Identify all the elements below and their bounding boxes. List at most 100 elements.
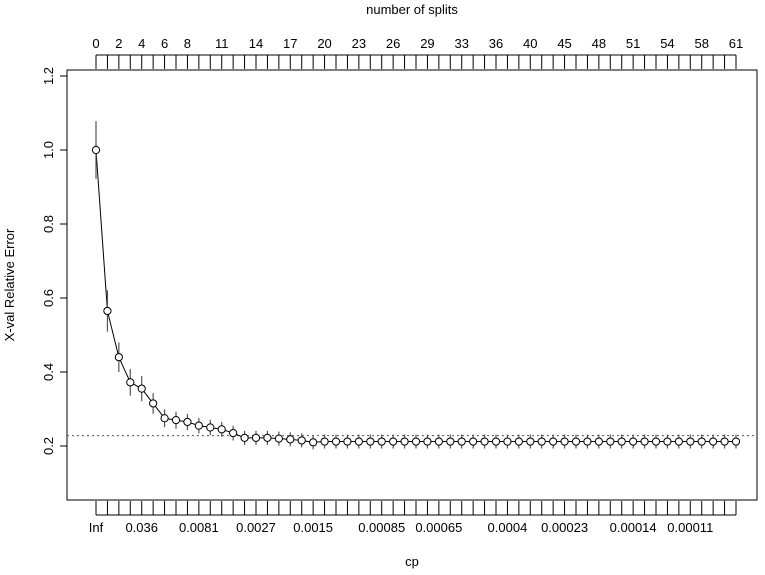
top-tick-label: 36 xyxy=(489,36,503,51)
series-layer xyxy=(91,121,741,450)
data-point xyxy=(594,437,603,446)
data-point xyxy=(320,437,329,446)
top-tick-label: 23 xyxy=(352,36,366,51)
x-axis-label: cp xyxy=(405,554,419,569)
data-point xyxy=(114,353,123,362)
data-point xyxy=(251,433,261,442)
data-point xyxy=(171,416,181,425)
data-point xyxy=(103,306,112,316)
top-tick-label: 45 xyxy=(557,36,571,51)
data-point xyxy=(571,437,581,446)
top-tick-label: 61 xyxy=(729,36,743,51)
data-point xyxy=(423,437,432,446)
data-point xyxy=(377,437,386,446)
top-tick-label: 17 xyxy=(283,36,297,51)
data-point xyxy=(217,425,226,434)
data-point xyxy=(194,421,203,430)
bottom-tick-label: 0.0015 xyxy=(293,520,333,535)
data-point xyxy=(537,437,546,446)
data-point xyxy=(583,437,592,446)
y-axis-label: X-val Relative Error xyxy=(2,228,17,341)
top-tick-label: 40 xyxy=(523,36,537,51)
top-tick-label: 48 xyxy=(592,36,606,51)
data-point xyxy=(206,423,215,432)
data-point xyxy=(491,437,501,446)
data-point xyxy=(309,438,318,447)
top-tick-label: 4 xyxy=(138,36,145,51)
data-point xyxy=(549,437,558,446)
y-tick-label: 0.6 xyxy=(41,289,56,307)
top-tick-label: 51 xyxy=(626,36,640,51)
bottom-tick-label: 0.00023 xyxy=(541,520,588,535)
data-point xyxy=(606,437,615,446)
data-point xyxy=(457,437,466,446)
data-point xyxy=(331,437,341,446)
data-point xyxy=(366,437,375,446)
top-tick-label: 29 xyxy=(420,36,434,51)
y-tick-label: 0.8 xyxy=(41,215,56,233)
data-point xyxy=(720,437,729,446)
data-point xyxy=(183,417,192,427)
data-point xyxy=(469,437,478,446)
y-tick-label: 0.4 xyxy=(41,363,56,381)
data-point xyxy=(514,437,523,446)
top-axis-label: number of splits xyxy=(366,2,458,17)
bottom-tick-label: 0.00014 xyxy=(610,520,657,535)
data-point xyxy=(709,437,718,446)
data-point xyxy=(389,437,398,446)
data-point xyxy=(263,433,272,442)
data-point xyxy=(354,437,363,446)
top-tick-label: 20 xyxy=(317,36,331,51)
data-point xyxy=(697,437,706,446)
data-point xyxy=(286,435,295,444)
data-point xyxy=(503,437,512,446)
bottom-tick-label: 0.00085 xyxy=(358,520,405,535)
bottom-tick-label: 0.0081 xyxy=(179,520,219,535)
top-tick-label: 58 xyxy=(694,36,708,51)
data-point xyxy=(160,414,169,423)
bottom-tick-label: 0.036 xyxy=(125,520,158,535)
data-point xyxy=(91,145,101,155)
top-tick-label: 2 xyxy=(115,36,122,51)
data-point xyxy=(229,428,238,438)
series-line xyxy=(95,149,736,443)
data-point xyxy=(400,437,409,446)
top-tick-label: 14 xyxy=(249,36,263,51)
data-point xyxy=(674,437,683,446)
y-tick-label: 0.2 xyxy=(41,437,56,455)
data-point xyxy=(434,437,443,446)
data-point xyxy=(640,437,649,446)
data-point xyxy=(663,437,672,446)
y-tick-label: 1.0 xyxy=(41,141,56,159)
data-point xyxy=(137,384,146,393)
top-tick-label: 33 xyxy=(454,36,468,51)
bottom-tick-label: 0.0027 xyxy=(236,520,276,535)
top-tick-label: 11 xyxy=(215,36,229,51)
data-point xyxy=(446,437,455,446)
top-tick-label: 26 xyxy=(386,36,400,51)
top-tick-label: 8 xyxy=(184,36,191,51)
data-point xyxy=(526,437,535,446)
axes-layer: 0.2 0.4 0.6 0.8 1.0 1.2 0 2 4 6 8 11 14 17 20 23 26 29 33 3… xyxy=(41,36,743,535)
data-point xyxy=(651,437,661,446)
top-tick-label: 0 xyxy=(92,36,99,51)
data-point xyxy=(686,437,695,446)
top-tick-label: 6 xyxy=(161,36,168,51)
data-point xyxy=(731,437,741,446)
data-point xyxy=(411,437,421,446)
y-tick-label: 1.2 xyxy=(41,67,56,85)
bottom-tick-label: 0.0004 xyxy=(488,520,528,535)
data-point xyxy=(617,437,626,446)
data-point xyxy=(126,378,135,387)
data-point xyxy=(343,437,352,446)
bottom-tick-label: Inf xyxy=(89,520,104,535)
bottom-tick-label: 0.00011 xyxy=(667,520,713,535)
data-point xyxy=(240,433,249,442)
bottom-tick-label: 0.00065 xyxy=(415,520,462,535)
data-point xyxy=(149,399,158,408)
top-tick-label: 54 xyxy=(660,36,674,51)
data-point xyxy=(480,437,489,446)
data-point xyxy=(274,434,283,443)
data-point xyxy=(297,436,306,445)
